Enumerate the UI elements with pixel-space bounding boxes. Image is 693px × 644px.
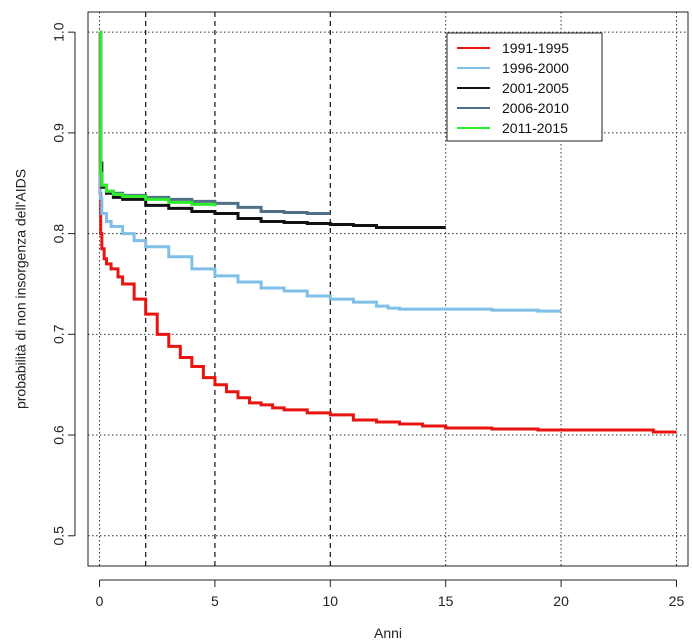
x-tick-label: 20 bbox=[553, 593, 569, 609]
y-tick-label: 0.9 bbox=[51, 123, 67, 143]
legend: 1991-1995 1996-2000 2001-2005 2006-2010 2011… bbox=[446, 32, 603, 142]
x-tick-label: 25 bbox=[669, 593, 685, 609]
y-tick-label: 0.8 bbox=[51, 224, 67, 244]
x-tick-label: 10 bbox=[323, 593, 339, 609]
x-tick-label: 5 bbox=[211, 593, 219, 609]
plot-frame bbox=[87, 11, 689, 567]
series-line bbox=[98, 30, 562, 313]
series-layer bbox=[98, 30, 677, 434]
y-axis-title: probabilità di non insorgenza dell'AIDS bbox=[13, 169, 29, 409]
series-line bbox=[99, 30, 217, 207]
y-tick-label: 1.0 bbox=[51, 22, 67, 42]
y-tick-label: 0.7 bbox=[51, 324, 67, 344]
x-axis-title: Anni bbox=[374, 625, 402, 641]
legend-label: 2001-2005 bbox=[502, 80, 569, 96]
legend-label: 2006-2010 bbox=[502, 100, 569, 116]
y-tick-label: 0.5 bbox=[51, 526, 67, 546]
series-line bbox=[98, 30, 677, 434]
axes-layer: 0 5 10 15 20 25 0.5 0.6 0.7 0.8 0.9 1.0 bbox=[51, 22, 685, 609]
legend-label: 1991-1995 bbox=[502, 40, 569, 56]
x-tick-label: 0 bbox=[96, 593, 104, 609]
x-tick-label: 15 bbox=[438, 593, 454, 609]
legend-label: 1996-2000 bbox=[502, 60, 569, 76]
y-tick-label: 0.6 bbox=[51, 425, 67, 445]
legend-label: 2011-2015 bbox=[502, 120, 568, 136]
